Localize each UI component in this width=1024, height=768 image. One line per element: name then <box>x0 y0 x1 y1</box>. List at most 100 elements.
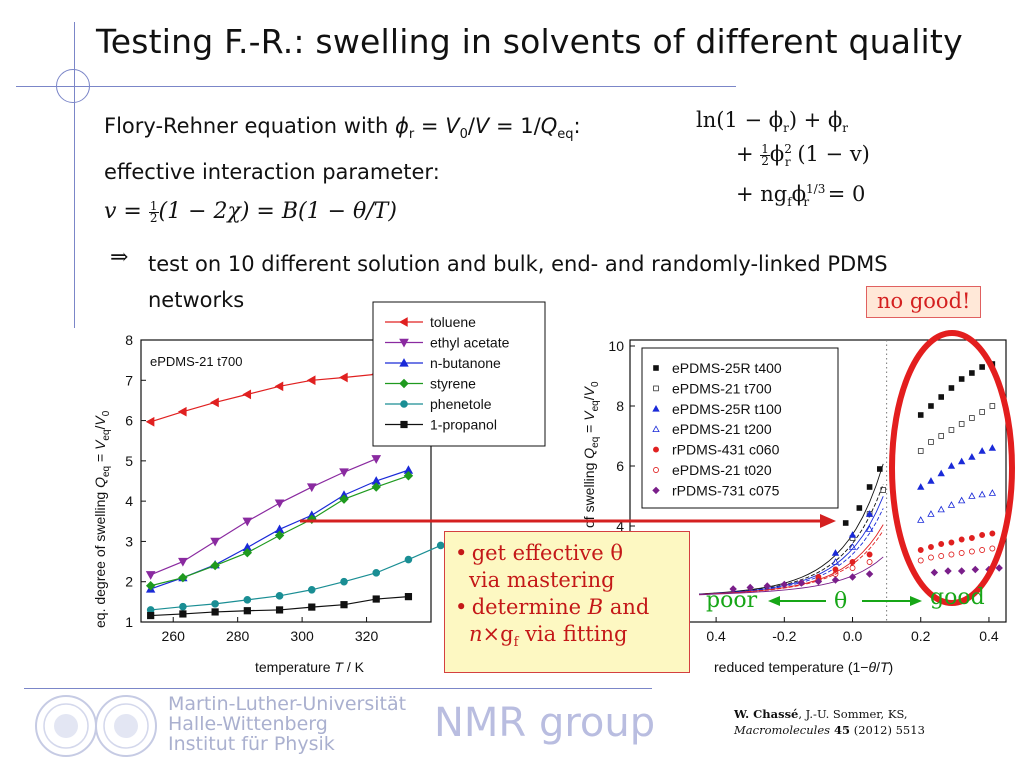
data-point <box>880 487 887 493</box>
data-point <box>403 471 414 481</box>
legend-marker <box>400 400 408 408</box>
data-point <box>989 530 996 537</box>
data-point <box>979 547 986 553</box>
data-point <box>917 412 924 418</box>
data-point <box>968 548 975 555</box>
highlight-ellipse <box>889 330 1015 606</box>
data-point <box>848 573 857 581</box>
data-point <box>849 559 856 565</box>
footer-rule <box>24 688 652 689</box>
legend-marker <box>653 365 659 371</box>
callout-bullet: • <box>455 595 468 619</box>
data-point <box>988 489 997 496</box>
data-point <box>746 583 754 592</box>
data-point <box>927 477 935 484</box>
data-point <box>371 482 381 492</box>
q-symbol: Q <box>540 114 558 138</box>
implies-arrow-icon: ⇒ <box>110 245 129 270</box>
ylabel-eq: = <box>92 450 108 466</box>
v-eq-num: 1 <box>148 198 159 213</box>
data-point <box>275 606 284 614</box>
data-point <box>937 505 945 513</box>
citation-coauthors: , J.-U. Sommer, KS, <box>798 707 908 721</box>
data-point <box>988 444 997 451</box>
data-point <box>866 559 873 565</box>
v-eq-lhs: v = <box>104 199 149 224</box>
callout-times-g: ×g <box>482 622 514 646</box>
chart-2-ylabel: of swelling Qeq = Veq/V0 <box>581 381 601 528</box>
series-line-1 <box>150 458 377 576</box>
chart-1-ytick-label: 2 <box>125 574 133 590</box>
data-point <box>917 483 925 490</box>
data-point <box>339 494 349 504</box>
legend-marker <box>398 317 408 327</box>
data-point <box>927 510 935 517</box>
callout-g-sub: f <box>513 635 519 651</box>
fr-eq-den: 2 <box>761 154 769 168</box>
data-point <box>948 427 955 433</box>
data-point <box>179 610 187 618</box>
good-label: good <box>930 585 985 610</box>
fr-eq-l2-sub: r <box>784 155 791 170</box>
accent-horizontal-rule <box>16 86 736 87</box>
data-point <box>242 517 253 527</box>
callout-item-fitting: • determine B and <box>455 594 679 621</box>
data-point <box>865 570 874 578</box>
data-point <box>763 582 771 590</box>
ylabel-v0: V <box>92 415 108 426</box>
data-point <box>979 364 985 370</box>
accent-ring <box>56 69 90 103</box>
data-point <box>210 537 220 547</box>
data-point <box>307 585 316 594</box>
data-point <box>404 593 413 601</box>
legend-label: 1-propanol <box>430 417 497 433</box>
legend-label: styrene <box>430 376 476 392</box>
data-point <box>979 409 985 415</box>
callout-box: • get effective θ via mastering • determ… <box>444 531 690 673</box>
ylabel-v0: V <box>581 385 597 396</box>
interaction-param-line: effective interaction parameter: <box>104 160 440 184</box>
data-point <box>930 568 939 577</box>
legend-label: rPDMS-731 c075 <box>672 482 780 498</box>
data-point <box>831 558 840 565</box>
data-point <box>957 567 966 575</box>
fr-slash: / <box>467 114 475 138</box>
legend-marker <box>399 338 409 348</box>
data-point <box>944 567 952 575</box>
fr-equation-line3: + ngfϕ1/3r = 0 <box>736 182 865 209</box>
fr-eq1: = <box>414 114 446 138</box>
chart-1-ytick-label: 3 <box>125 533 133 549</box>
data-point <box>958 536 965 543</box>
xlabel-text: reduced temperature (1− <box>714 659 868 675</box>
fr-eq-l2-sup: 2 <box>784 142 792 156</box>
data-point <box>848 531 857 538</box>
ylabel-v: V <box>92 439 108 450</box>
institute-name: Institut für Physik <box>168 733 335 755</box>
data-point <box>865 525 874 532</box>
ylabel-text: eq. degree of swelling <box>92 488 108 628</box>
chart-2-xlabel: reduced temperature (1−θ/T) <box>714 659 893 675</box>
fr-equation-line2: + 1 2ϕ2r (1 − v) <box>736 142 870 169</box>
ylabel-v-sub: eq <box>590 400 601 411</box>
data-point <box>729 585 737 593</box>
ylabel-v0-sub: 0 <box>590 381 601 387</box>
data-point <box>978 447 986 454</box>
legend-label: ePDMS-21 t200 <box>672 421 772 437</box>
poor-arrow-head <box>768 596 780 606</box>
charts-canvas: 260 280 300 320 1 2 3 4 5 6 7 8 ePDMS-21 t700 tempera… <box>92 301 1015 675</box>
data-point <box>947 501 956 508</box>
data-point <box>178 572 188 583</box>
data-point <box>340 601 348 609</box>
callout-item-2-c: and <box>603 595 650 619</box>
fr-eq-l3-sup: 1/3 <box>806 182 826 196</box>
data-point <box>968 492 976 499</box>
chart-1-ytick-label: 5 <box>125 453 133 469</box>
fr-eq-num: 1 <box>760 142 770 156</box>
chart-2-xtick-label: 0.2 <box>911 628 931 644</box>
data-point <box>948 551 955 558</box>
data-point <box>979 532 986 538</box>
data-point <box>866 551 873 558</box>
data-point <box>948 539 955 546</box>
data-point <box>306 375 316 386</box>
data-point <box>797 579 806 587</box>
